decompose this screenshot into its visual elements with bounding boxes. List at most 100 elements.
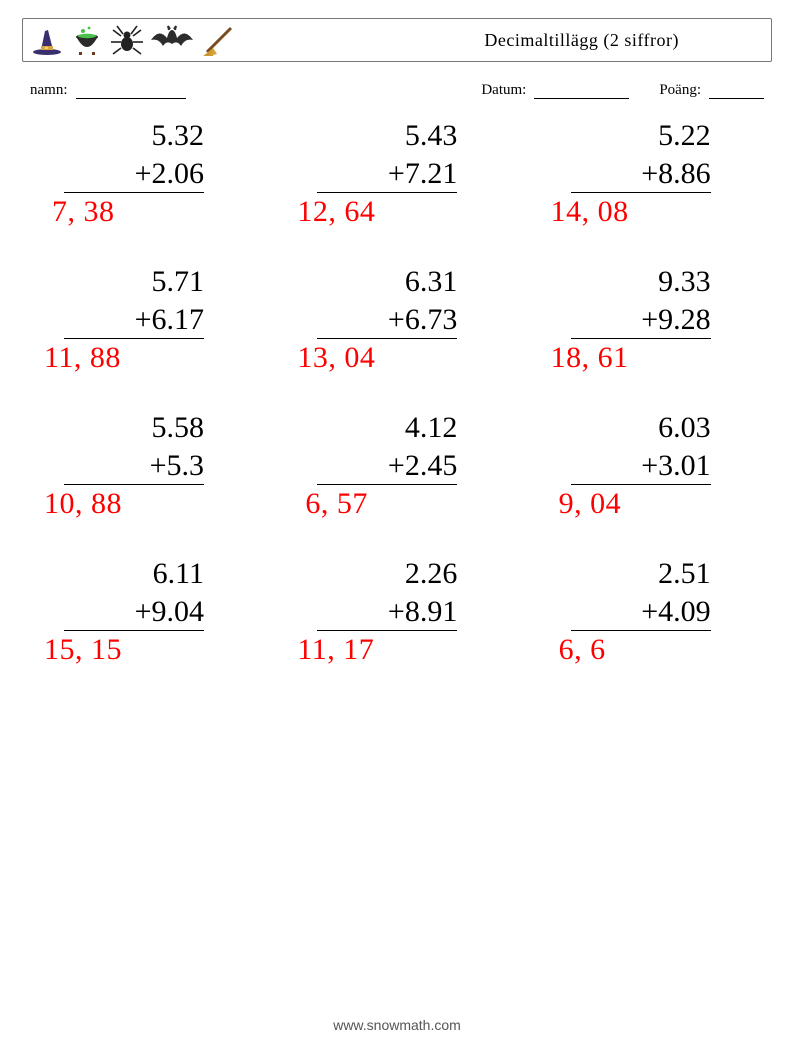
top-value: 6.11 bbox=[153, 555, 204, 593]
bottom-value: 9.04 bbox=[152, 593, 205, 631]
bottom-value: 8.86 bbox=[658, 155, 711, 193]
problem-stack: 6.31+6.73 bbox=[317, 263, 457, 339]
addend-bottom-row: +6.17 bbox=[64, 301, 204, 340]
top-value: 6.03 bbox=[658, 409, 711, 447]
addend-top: 5.22 bbox=[571, 117, 711, 155]
answer-value: 14, 08 bbox=[549, 195, 629, 229]
date-label: Datum: bbox=[481, 82, 526, 99]
addend-top: 9.33 bbox=[571, 263, 711, 301]
problem: 5.32+2.06 7, 38 bbox=[42, 117, 245, 229]
problem: 5.71+6.1711, 88 bbox=[42, 263, 245, 375]
problem-stack: 5.22+8.86 bbox=[571, 117, 711, 193]
problem: 5.22+8.8614, 08 bbox=[549, 117, 752, 229]
problem-stack: 4.12+2.45 bbox=[317, 409, 457, 485]
bottom-value: 2.06 bbox=[152, 155, 205, 193]
addend-top: 5.58 bbox=[64, 409, 204, 447]
problem-stack: 6.11+9.04 bbox=[64, 555, 204, 631]
bottom-value: 6.17 bbox=[152, 301, 205, 339]
worksheet-title: Decimaltillägg (2 siffror) bbox=[484, 30, 759, 51]
addend-top: 4.12 bbox=[317, 409, 457, 447]
bottom-value: 2.45 bbox=[405, 447, 458, 485]
answer-value: 11, 17 bbox=[295, 633, 374, 667]
name-label: namn: bbox=[30, 82, 68, 99]
answer-value: 6, 57 bbox=[295, 487, 368, 521]
bottom-value: 4.09 bbox=[658, 593, 711, 631]
broom-icon bbox=[199, 22, 239, 58]
addend-bottom-row: +2.06 bbox=[64, 155, 204, 194]
operator: + bbox=[641, 593, 658, 631]
answer-value: 7, 38 bbox=[42, 195, 115, 229]
top-value: 5.43 bbox=[405, 117, 458, 155]
problem: 6.11+9.0415, 15 bbox=[42, 555, 245, 667]
operator: + bbox=[135, 155, 152, 193]
addend-top: 5.43 bbox=[317, 117, 457, 155]
header-bar: Decimaltillägg (2 siffror) bbox=[22, 18, 772, 62]
addend-bottom-row: +9.28 bbox=[571, 301, 711, 340]
answer-value: 12, 64 bbox=[295, 195, 375, 229]
problem: 9.33+9.2818, 61 bbox=[549, 263, 752, 375]
problem: 5.58+5.310, 88 bbox=[42, 409, 245, 521]
addend-top: 6.11 bbox=[64, 555, 204, 593]
addend-bottom-row: +8.86 bbox=[571, 155, 711, 194]
operator: + bbox=[641, 155, 658, 193]
name-blank[interactable] bbox=[76, 85, 186, 99]
addend-bottom-row: +3.01 bbox=[571, 447, 711, 486]
bottom-value: 9.28 bbox=[658, 301, 711, 339]
answer-value: 10, 88 bbox=[42, 487, 122, 521]
addend-bottom-row: +2.45 bbox=[317, 447, 457, 486]
operator: + bbox=[135, 593, 152, 631]
problem-stack: 5.43+7.21 bbox=[317, 117, 457, 193]
answer-value: 15, 15 bbox=[42, 633, 122, 667]
addend-top: 2.51 bbox=[571, 555, 711, 593]
problem: 6.03+3.01 9, 04 bbox=[549, 409, 752, 521]
problem: 4.12+2.45 6, 57 bbox=[295, 409, 498, 521]
operator: + bbox=[388, 301, 405, 339]
top-value: 5.71 bbox=[152, 263, 205, 301]
problem-stack: 9.33+9.28 bbox=[571, 263, 711, 339]
operator: + bbox=[135, 301, 152, 339]
operator: + bbox=[641, 301, 658, 339]
addend-top: 6.03 bbox=[571, 409, 711, 447]
problem-stack: 5.58+5.3 bbox=[64, 409, 204, 485]
problem: 2.51+4.09 6, 6 bbox=[549, 555, 752, 667]
addend-bottom-row: +5.3 bbox=[64, 447, 204, 486]
answer-value: 6, 6 bbox=[549, 633, 606, 667]
cauldron-icon bbox=[69, 22, 105, 58]
footer-text: www.snowmath.com bbox=[0, 1017, 794, 1033]
bottom-value: 3.01 bbox=[658, 447, 711, 485]
meta-row: namn: Datum: Poäng: bbox=[30, 82, 764, 99]
score-blank[interactable] bbox=[709, 85, 764, 99]
addend-top: 5.71 bbox=[64, 263, 204, 301]
spider-icon bbox=[109, 22, 145, 58]
top-value: 5.22 bbox=[658, 117, 711, 155]
bottom-value: 6.73 bbox=[405, 301, 458, 339]
score-label: Poäng: bbox=[659, 82, 701, 99]
addend-top: 5.32 bbox=[64, 117, 204, 155]
bottom-value: 8.91 bbox=[405, 593, 458, 631]
problem-stack: 2.26+8.91 bbox=[317, 555, 457, 631]
problem-grid: 5.32+2.06 7, 385.43+7.2112, 645.22+8.861… bbox=[42, 117, 752, 667]
top-value: 2.26 bbox=[405, 555, 458, 593]
problem-stack: 5.71+6.17 bbox=[64, 263, 204, 339]
problem: 6.31+6.7313, 04 bbox=[295, 263, 498, 375]
bottom-value: 7.21 bbox=[405, 155, 458, 193]
top-value: 2.51 bbox=[658, 555, 711, 593]
date-blank[interactable] bbox=[534, 85, 629, 99]
addend-bottom-row: +4.09 bbox=[571, 593, 711, 632]
problem: 2.26+8.9111, 17 bbox=[295, 555, 498, 667]
operator: + bbox=[150, 447, 167, 485]
operator: + bbox=[388, 593, 405, 631]
problem: 5.43+7.2112, 64 bbox=[295, 117, 498, 229]
operator: + bbox=[388, 155, 405, 193]
answer-value: 13, 04 bbox=[295, 341, 375, 375]
addend-top: 6.31 bbox=[317, 263, 457, 301]
addend-top: 2.26 bbox=[317, 555, 457, 593]
operator: + bbox=[641, 447, 658, 485]
top-value: 9.33 bbox=[658, 263, 711, 301]
addend-bottom-row: +8.91 bbox=[317, 593, 457, 632]
answer-value: 9, 04 bbox=[549, 487, 622, 521]
addend-bottom-row: +9.04 bbox=[64, 593, 204, 632]
problem-stack: 2.51+4.09 bbox=[571, 555, 711, 631]
operator: + bbox=[388, 447, 405, 485]
bat-icon bbox=[149, 22, 195, 58]
